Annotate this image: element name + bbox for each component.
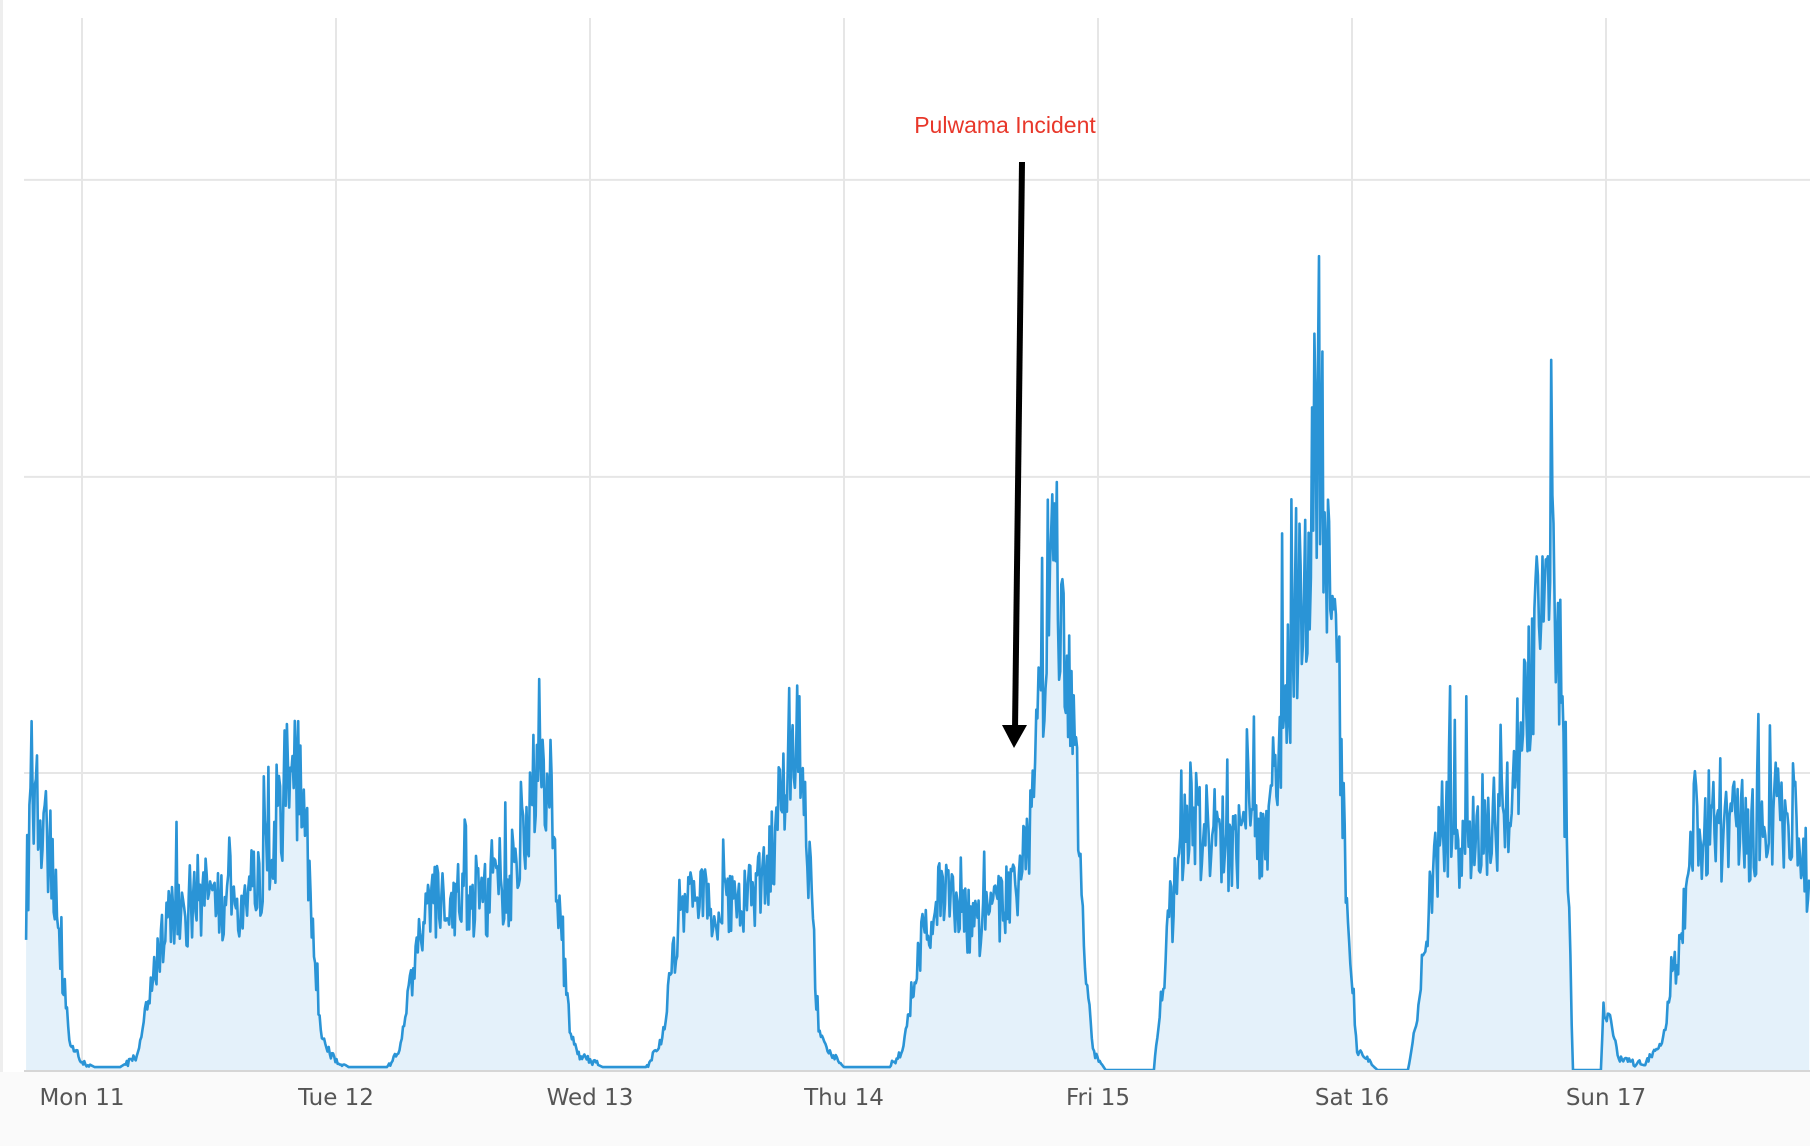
area-layer: [24, 254, 1810, 1072]
x-tick-label: Thu 14: [803, 1085, 884, 1111]
annotation-arrow: [1012, 161, 1025, 731]
grid: [24, 18, 1810, 1070]
x-tick-label: Fri 15: [1066, 1085, 1130, 1111]
annotation: Pulwama Incident: [914, 112, 1096, 748]
x-axis: Mon 11 Tue 12 Wed 13 Thu 14 Fri 15 Sat 16 Sun …: [39, 1085, 1646, 1111]
annotation-label: Pulwama Incident: [914, 112, 1096, 138]
annotation-arrow-head: [1002, 725, 1027, 748]
x-tick-label: Tue 12: [297, 1085, 374, 1111]
x-tick-label: Mon 11: [39, 1085, 124, 1111]
series-area-fill: [26, 256, 1810, 1070]
x-tick-label: Sun 17: [1566, 1085, 1646, 1111]
left-edge: [0, 0, 3, 1072]
footer-band: [0, 1072, 1810, 1146]
x-tick-label: Sat 16: [1315, 1085, 1389, 1111]
series-line: [24, 254, 1810, 1072]
x-tick-label: Wed 13: [547, 1085, 634, 1111]
